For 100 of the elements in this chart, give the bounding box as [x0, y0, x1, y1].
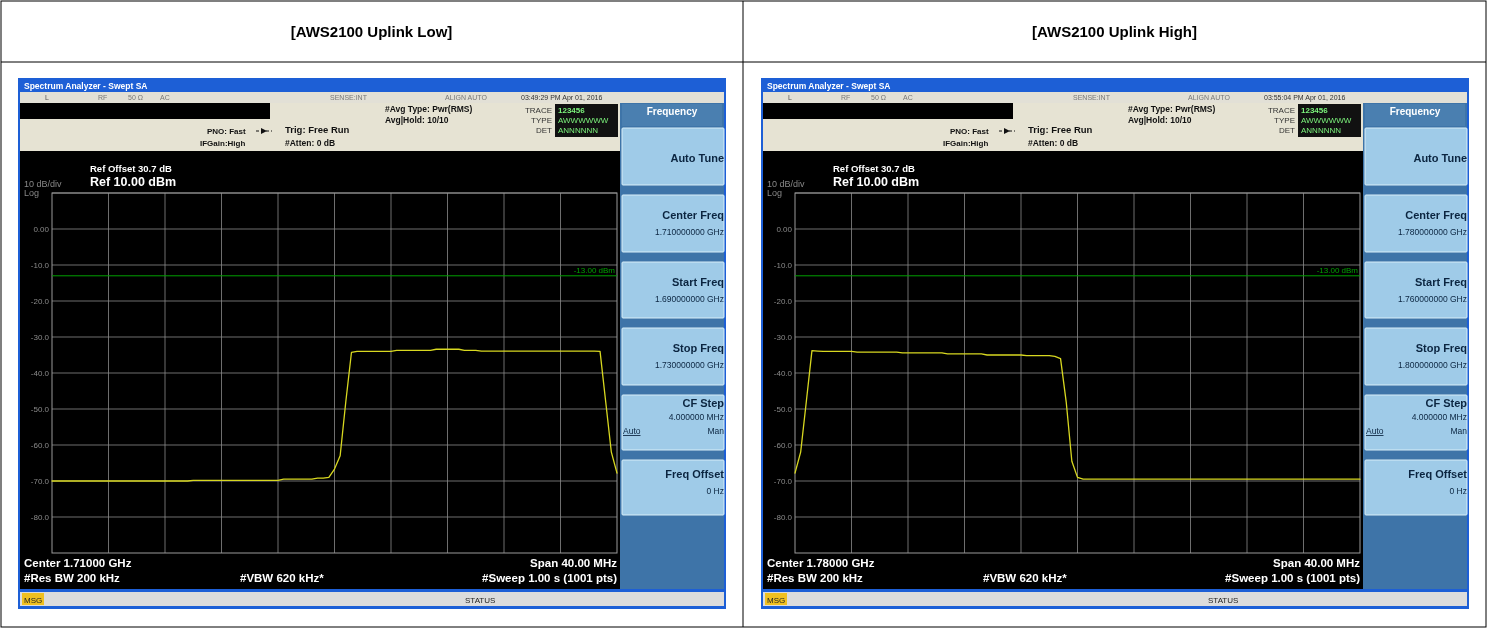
text: Center 1.78000 GHz: [767, 557, 875, 569]
text: Auto Tune: [1413, 152, 1467, 164]
text: Ref 10.00 dBm: [833, 175, 920, 189]
text: IFGain:High: [943, 139, 989, 148]
text: PNO: Fast: [950, 127, 990, 136]
text: Trig: Free Run: [1028, 124, 1093, 135]
y-tick-label: -10.0: [773, 260, 793, 270]
text: Span 40.00 MHz: [530, 557, 618, 569]
text: DET: [536, 126, 553, 135]
text: ANNNNNN: [558, 126, 599, 135]
line-series: [51, 348, 618, 482]
text: #Sweep 1.00 s (1001 pts): [1225, 572, 1361, 584]
text: Freq Offset: [1408, 468, 1468, 480]
y-tick-label: -10.0: [30, 260, 50, 270]
y-tick-label: -70.0: [773, 476, 793, 486]
y-tick-label: -80.0: [30, 512, 50, 522]
text: 1.710000000 GHz: [655, 227, 724, 237]
y-tick-label: -30.0: [773, 332, 793, 342]
text: Center Freq: [662, 209, 724, 221]
text: Auto Tune: [670, 152, 724, 164]
y-tick-label: -50.0: [30, 404, 50, 414]
text: CF Step: [1425, 397, 1468, 409]
text: Log: [24, 188, 40, 198]
text: TRACE: [1267, 106, 1295, 115]
text: Stop Freq: [672, 342, 724, 354]
text: Spectrum Analyzer - Swept SA: [24, 81, 148, 91]
y-tick-label: 0.00: [776, 224, 793, 234]
text: MSG: [24, 596, 43, 605]
text: Trig: Free Run: [285, 124, 350, 135]
text: #VBW 620 kHz*: [983, 572, 1068, 584]
text: Start Freq: [1415, 276, 1467, 288]
text: 10 dB/div: [24, 179, 63, 189]
text: Avg|Hold: 10/10: [1128, 115, 1192, 125]
y-tick-label: -30.0: [30, 332, 50, 342]
text: PNO: Fast: [207, 127, 247, 136]
y-tick-label: -40.0: [30, 368, 50, 378]
text: #Atten: 0 dB: [1028, 138, 1079, 148]
text: 1.780000000 GHz: [1398, 227, 1467, 237]
text: Ref Offset 30.7 dB: [833, 163, 915, 174]
text: 123456: [558, 106, 586, 115]
line-series: [794, 350, 1361, 480]
y-tick-label: -50.0: [773, 404, 793, 414]
text: Frequency: [1389, 106, 1441, 117]
text: Freq Offset: [665, 468, 725, 480]
ref-line-label: -13.00 dBm: [573, 265, 616, 275]
text: Ref 10.00 dBm: [90, 175, 177, 189]
text: #Sweep 1.00 s (1001 pts): [482, 572, 618, 584]
text: Log: [767, 188, 783, 198]
text: Frequency: [646, 106, 698, 117]
text: 4.000000 MHz: [1411, 412, 1467, 422]
text: Stop Freq: [1415, 342, 1467, 354]
y-tick-label: 0.00: [33, 224, 50, 234]
text: 1.800000000 GHz: [1398, 360, 1467, 370]
text: 1.760000000 GHz: [1398, 294, 1467, 304]
text: TYPE: [1274, 116, 1295, 125]
text: #Res BW 200 kHz: [24, 572, 121, 584]
text: ANNNNNN: [1301, 126, 1342, 135]
text: Spectrum Analyzer - Swept SA: [767, 81, 891, 91]
text: Man: [1450, 426, 1468, 436]
y-tick-label: -60.0: [773, 440, 793, 450]
text: #Atten: 0 dB: [285, 138, 336, 148]
chart-title: [AWS2100 Uplink Low]: [290, 23, 453, 40]
text: 1.730000000 GHz: [655, 360, 724, 370]
text: TYPE: [531, 116, 552, 125]
text: 10 dB/div: [767, 179, 806, 189]
y-tick-label: -80.0: [773, 512, 793, 522]
text: Avg|Hold: 10/10: [385, 115, 449, 125]
text: Auto: [623, 426, 641, 436]
text: Ref Offset 30.7 dB: [90, 163, 172, 174]
text: Auto: [1366, 426, 1384, 436]
text: #Avg Type: Pwr(RMS): [1128, 104, 1216, 114]
text: DET: [1279, 126, 1296, 135]
text: 0 Hz: [706, 486, 724, 496]
text: AWWWWWW: [558, 116, 609, 125]
text: Man: [707, 426, 725, 436]
text: TRACE: [524, 106, 552, 115]
text: 4.000000 MHz: [668, 412, 724, 422]
text: #Res BW 200 kHz: [767, 572, 864, 584]
y-tick-label: -40.0: [773, 368, 793, 378]
text: 1.690000000 GHz: [655, 294, 724, 304]
text: IFGain:High: [200, 139, 246, 148]
text: Span 40.00 MHz: [1273, 557, 1361, 569]
text: 0 Hz: [1449, 486, 1467, 496]
text: Center Freq: [1405, 209, 1467, 221]
text: STATUS: [1208, 596, 1239, 605]
y-tick-label: -20.0: [30, 296, 50, 306]
text: #VBW 620 kHz*: [240, 572, 325, 584]
ref-line-label: -13.00 dBm: [1316, 265, 1359, 275]
text: AWWWWWW: [1301, 116, 1352, 125]
chart-title: [AWS2100 Uplink High]: [1031, 23, 1198, 40]
y-tick-label: -70.0: [30, 476, 50, 486]
text: STATUS: [465, 596, 496, 605]
text: Center 1.71000 GHz: [24, 557, 132, 569]
y-tick-label: -20.0: [773, 296, 793, 306]
text: MSG: [767, 596, 786, 605]
text: Start Freq: [672, 276, 724, 288]
text: 123456: [1301, 106, 1329, 115]
text: #Avg Type: Pwr(RMS): [385, 104, 473, 114]
y-tick-label: -60.0: [30, 440, 50, 450]
text: CF Step: [682, 397, 725, 409]
